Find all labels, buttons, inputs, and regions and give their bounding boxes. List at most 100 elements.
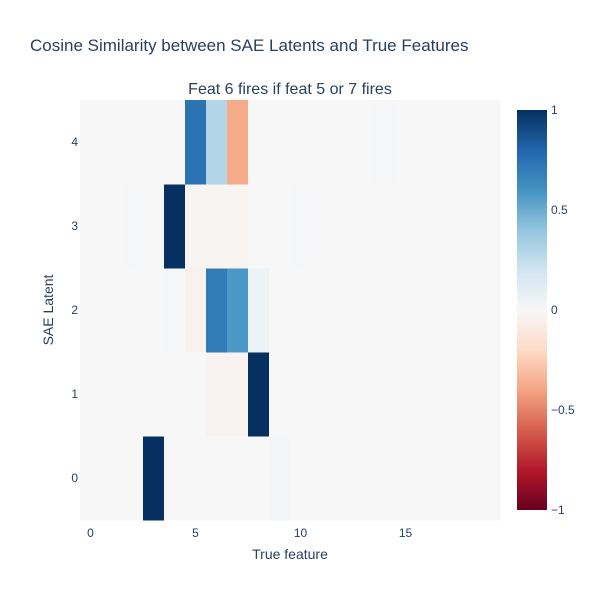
heatmap-cell[interactable] [395, 268, 417, 353]
heatmap-cell[interactable] [395, 184, 417, 269]
heatmap-cell[interactable] [374, 436, 396, 521]
heatmap-cell[interactable] [332, 352, 354, 437]
heatmap-cell[interactable] [395, 352, 417, 437]
heatmap-cell[interactable] [353, 352, 375, 437]
heatmap-cell[interactable] [374, 184, 396, 269]
heatmap-cell[interactable] [122, 184, 144, 269]
heatmap-cell[interactable] [332, 184, 354, 269]
heatmap-cell[interactable] [269, 268, 291, 353]
heatmap-cell[interactable] [248, 268, 270, 353]
heatmap-cell[interactable] [122, 268, 144, 353]
heatmap-cell[interactable] [395, 436, 417, 521]
heatmap-cell[interactable] [290, 352, 312, 437]
heatmap-cell[interactable] [353, 100, 375, 185]
heatmap-cell[interactable] [416, 268, 438, 353]
heatmap-cell[interactable] [164, 184, 186, 269]
heatmap-cell[interactable] [290, 268, 312, 353]
heatmap-cell[interactable] [143, 184, 165, 269]
heatmap-cell[interactable] [80, 268, 102, 353]
heatmap-cell[interactable] [227, 184, 249, 269]
heatmap-cell[interactable] [479, 100, 501, 185]
heatmap-cell[interactable] [311, 352, 333, 437]
heatmap-cell[interactable] [353, 436, 375, 521]
heatmap-cell[interactable] [416, 436, 438, 521]
heatmap-cell[interactable] [416, 184, 438, 269]
heatmap-cell[interactable] [374, 352, 396, 437]
heatmap-cell[interactable] [185, 436, 207, 521]
heatmap-cell[interactable] [332, 268, 354, 353]
heatmap-cell[interactable] [353, 184, 375, 269]
heatmap-cell[interactable] [80, 436, 102, 521]
heatmap-cell[interactable] [101, 268, 123, 353]
heatmap-cell[interactable] [227, 268, 249, 353]
heatmap-cell[interactable] [332, 436, 354, 521]
heatmap-cell[interactable] [206, 268, 228, 353]
heatmap-cell[interactable] [143, 268, 165, 353]
heatmap-cell[interactable] [101, 100, 123, 185]
heatmap-cell[interactable] [269, 436, 291, 521]
heatmap-cell[interactable] [122, 436, 144, 521]
heatmap-cell[interactable] [80, 352, 102, 437]
heatmap-cell[interactable] [458, 268, 480, 353]
heatmap-cell[interactable] [458, 184, 480, 269]
heatmap-cell[interactable] [395, 100, 417, 185]
heatmap-cell[interactable] [143, 100, 165, 185]
heatmap-cell[interactable] [143, 352, 165, 437]
heatmap-cell[interactable] [458, 352, 480, 437]
heatmap-cell[interactable] [269, 100, 291, 185]
heatmap-cell[interactable] [437, 184, 459, 269]
heatmap-cell[interactable] [479, 184, 501, 269]
heatmap-cell[interactable] [353, 268, 375, 353]
heatmap-cell[interactable] [227, 436, 249, 521]
heatmap-cell[interactable] [269, 352, 291, 437]
heatmap-cell[interactable] [458, 100, 480, 185]
heatmap-cell[interactable] [416, 352, 438, 437]
heatmap-cell[interactable] [227, 100, 249, 185]
heatmap-cell[interactable] [437, 268, 459, 353]
heatmap-cell[interactable] [479, 436, 501, 521]
heatmap-cell[interactable] [122, 100, 144, 185]
heatmap-cell[interactable] [248, 100, 270, 185]
heatmap-cell[interactable] [227, 352, 249, 437]
heatmap-cell[interactable] [290, 436, 312, 521]
heatmap-cell[interactable] [143, 436, 165, 521]
heatmap-cell[interactable] [311, 268, 333, 353]
heatmap-cell[interactable] [206, 100, 228, 185]
heatmap-cell[interactable] [437, 436, 459, 521]
heatmap-cell[interactable] [101, 184, 123, 269]
heatmap-cell[interactable] [185, 184, 207, 269]
heatmap-cell[interactable] [206, 352, 228, 437]
heatmap-cell[interactable] [248, 184, 270, 269]
heatmap-cell[interactable] [164, 436, 186, 521]
heatmap-cell[interactable] [290, 184, 312, 269]
heatmap-cell[interactable] [332, 100, 354, 185]
heatmap-cell[interactable] [311, 436, 333, 521]
heatmap-cell[interactable] [80, 184, 102, 269]
heatmap-cell[interactable] [101, 436, 123, 521]
heatmap-cell[interactable] [206, 436, 228, 521]
heatmap-cell[interactable] [479, 268, 501, 353]
heatmap-cell[interactable] [101, 352, 123, 437]
heatmap-cell[interactable] [248, 436, 270, 521]
heatmap-cell[interactable] [374, 100, 396, 185]
heatmap-cell[interactable] [248, 352, 270, 437]
heatmap-cell[interactable] [269, 184, 291, 269]
heatmap-cell[interactable] [479, 352, 501, 437]
heatmap-cell[interactable] [80, 100, 102, 185]
heatmap-cell[interactable] [164, 268, 186, 353]
heatmap-cell[interactable] [458, 436, 480, 521]
heatmap-cell[interactable] [311, 100, 333, 185]
heatmap-cell[interactable] [290, 100, 312, 185]
heatmap-cell[interactable] [416, 100, 438, 185]
heatmap-cell[interactable] [185, 352, 207, 437]
heatmap-cell[interactable] [374, 268, 396, 353]
heatmap-cell[interactable] [185, 100, 207, 185]
heatmap-cell[interactable] [206, 184, 228, 269]
heatmap-cell[interactable] [311, 184, 333, 269]
heatmap-cell[interactable] [122, 352, 144, 437]
heatmap-cell[interactable] [437, 352, 459, 437]
heatmap-cell[interactable] [164, 100, 186, 185]
heatmap-cell[interactable] [164, 352, 186, 437]
heatmap-cell[interactable] [437, 100, 459, 185]
heatmap-cells[interactable] [80, 100, 501, 521]
